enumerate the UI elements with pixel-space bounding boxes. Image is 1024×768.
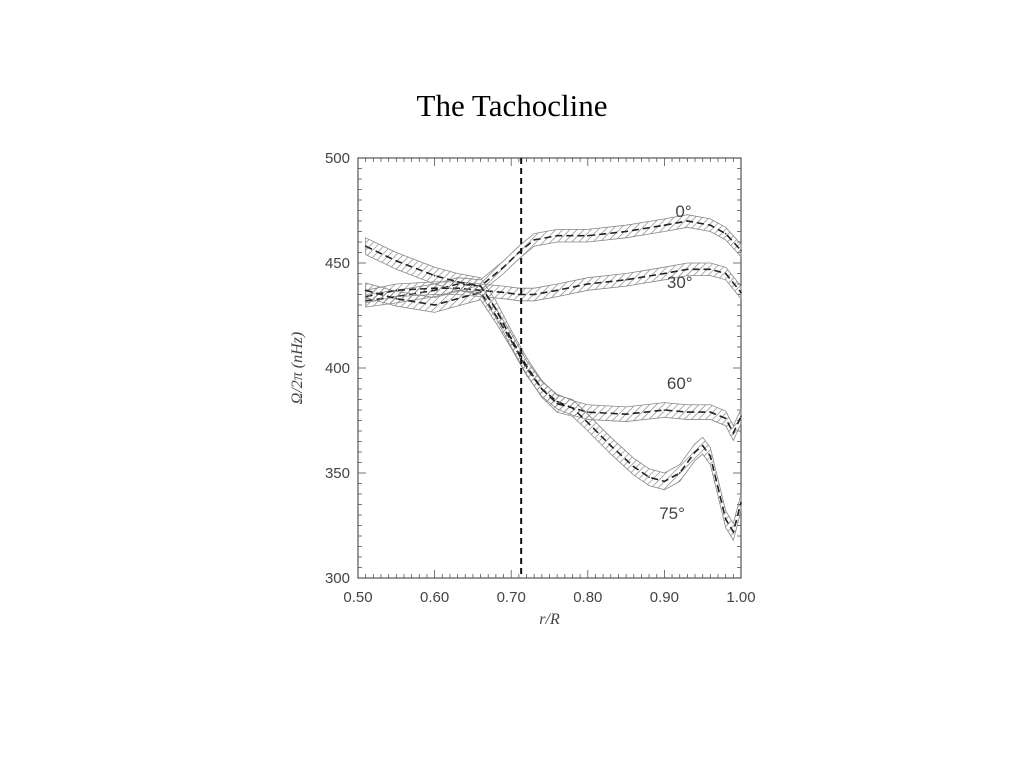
data-point	[395, 297, 398, 300]
data-point	[518, 251, 520, 254]
data-point	[395, 260, 398, 262]
y-tick-label: 450	[325, 255, 350, 272]
data-point	[724, 518, 727, 520]
data-point	[663, 409, 666, 411]
data-point	[518, 293, 520, 296]
y-tick-label: 350	[325, 465, 350, 482]
series-label: 30°	[667, 273, 693, 292]
data-point	[625, 230, 627, 233]
data-point	[502, 291, 505, 294]
series-3: 75°	[364, 237, 742, 542]
slide-title: The Tachocline	[416, 88, 608, 123]
data-point	[541, 388, 543, 390]
data-point	[587, 411, 589, 413]
data-point	[433, 274, 436, 277]
data-point	[495, 308, 497, 311]
data-point	[709, 411, 712, 413]
data-point	[625, 413, 627, 416]
data-point	[556, 289, 558, 292]
data-point	[571, 407, 574, 409]
data-point	[724, 417, 727, 420]
data-point	[364, 245, 367, 247]
data-point	[510, 337, 512, 340]
data-point	[556, 402, 558, 405]
data-point	[502, 266, 505, 269]
data-point	[395, 289, 398, 292]
data-point	[609, 444, 612, 447]
y-tick-label: 300	[325, 570, 350, 587]
series-band	[365, 282, 742, 442]
data-point	[533, 239, 535, 241]
data-point	[701, 444, 704, 447]
data-point	[433, 304, 436, 306]
x-tick-label: 0.50	[343, 589, 372, 606]
data-point	[663, 272, 666, 275]
data-point	[694, 451, 696, 453]
y-tick-label: 500	[325, 150, 350, 167]
data-point	[678, 472, 681, 474]
data-point	[663, 224, 666, 226]
data-point	[709, 455, 712, 458]
data-point	[456, 297, 459, 300]
x-axis-title: r/R	[539, 611, 560, 628]
data-point	[740, 249, 742, 252]
y-tick-label: 400	[325, 360, 350, 377]
x-tick-label: 0.90	[650, 589, 679, 606]
data-point	[625, 279, 627, 281]
data-point	[663, 480, 666, 483]
data-point	[724, 272, 727, 275]
x-tick-label: 0.80	[573, 589, 602, 606]
data-point	[433, 287, 436, 290]
data-point	[686, 220, 689, 222]
data-point	[587, 283, 589, 285]
data-point	[740, 291, 742, 294]
data-point	[456, 281, 459, 283]
data-point	[732, 432, 735, 434]
data-point	[686, 411, 689, 413]
x-tick-label: 0.60	[420, 589, 449, 606]
series-label: 0°	[675, 202, 691, 221]
data-point	[732, 531, 735, 533]
data-point	[533, 293, 535, 296]
data-point	[632, 465, 635, 468]
series-label: 75°	[659, 504, 685, 523]
data-point	[709, 268, 712, 271]
data-point	[587, 421, 589, 424]
data-point	[556, 234, 558, 237]
data-point	[364, 289, 367, 292]
y-axis-title: Ω/2π (nHz)	[289, 332, 306, 404]
data-point	[525, 365, 528, 367]
data-point	[740, 501, 742, 504]
data-point	[587, 234, 589, 237]
series-band	[365, 237, 742, 542]
x-tick-label: 1.00	[726, 589, 755, 606]
data-point	[648, 476, 650, 479]
series-2: 60°	[364, 282, 742, 442]
data-point	[479, 285, 482, 287]
data-point	[717, 486, 719, 489]
series-line	[365, 268, 742, 298]
data-point	[724, 232, 727, 235]
data-point	[740, 415, 742, 418]
x-tick-label: 0.70	[497, 589, 526, 606]
series-label: 60°	[667, 374, 693, 393]
data-point	[686, 268, 689, 271]
data-point	[709, 224, 712, 226]
